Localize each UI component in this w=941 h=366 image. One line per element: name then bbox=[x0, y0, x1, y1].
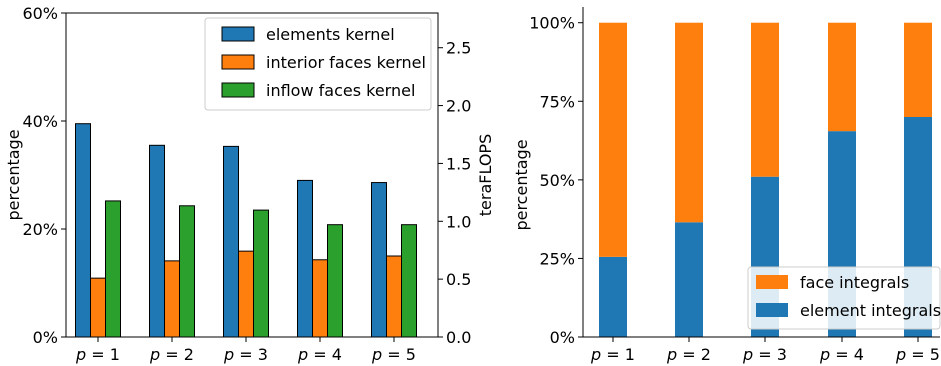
right-y-axis-label: percentage bbox=[512, 139, 531, 230]
bar-face-integrals-5 bbox=[904, 22, 932, 117]
left-legend: elements kernel interior faces kernel infl… bbox=[204, 17, 432, 111]
legend-swatch bbox=[221, 82, 255, 98]
bar-inflow-faces-kernel-5 bbox=[401, 224, 417, 338]
y2-tick-label: 2.0 bbox=[446, 97, 471, 116]
left-y-axis-label: percentage bbox=[4, 129, 23, 220]
right-plot-spines bbox=[582, 7, 940, 338]
legend-swatch bbox=[221, 26, 255, 42]
bar-elements-kernel-2 bbox=[149, 144, 165, 338]
y-tick-label: 0% bbox=[550, 328, 575, 347]
x-tick-label: p = 4 bbox=[819, 345, 864, 364]
x-tick-label: p = 5 bbox=[371, 345, 416, 364]
y2-tick-label: 0.5 bbox=[446, 270, 471, 289]
bar-interior-faces-kernel-1 bbox=[90, 277, 106, 338]
left-x-ticks: p = 1 p = 2 p = 3 p = 4 p = 5 bbox=[75, 337, 416, 364]
x-tick-label: p = 5 bbox=[895, 345, 940, 364]
bar-interior-faces-kernel-4 bbox=[312, 259, 328, 338]
right-legend: face integrals element integrals bbox=[747, 266, 941, 330]
left-y2-axis-label: teraFLOPS bbox=[476, 134, 495, 216]
bar-inflow-faces-kernel-1 bbox=[105, 200, 121, 338]
bar-inflow-faces-kernel-3 bbox=[253, 209, 269, 338]
bar-face-integrals-4 bbox=[828, 22, 856, 132]
x-tick-label: p = 4 bbox=[297, 345, 342, 364]
y-tick-label: 75% bbox=[539, 92, 575, 111]
bar-element-integrals-2 bbox=[675, 222, 703, 337]
right-y-ticks: 0% 25% 50% 75% 100% bbox=[529, 14, 583, 347]
y-tick-label: 40% bbox=[22, 112, 58, 131]
x-tick-label: p = 1 bbox=[590, 345, 635, 364]
y2-tick-label: 1.0 bbox=[446, 212, 471, 231]
legend-label: element integrals bbox=[800, 301, 941, 320]
legend-label: face integrals bbox=[800, 273, 909, 292]
y2-tick-label: 1.5 bbox=[446, 154, 471, 173]
bar-elements-kernel-3 bbox=[223, 145, 239, 338]
right-chart-bars bbox=[599, 22, 932, 337]
x-tick-label: p = 2 bbox=[149, 345, 194, 364]
legend-swatch bbox=[221, 54, 255, 70]
y-tick-label: 50% bbox=[539, 171, 575, 190]
legend-label: inflow faces kernel bbox=[266, 81, 415, 100]
left-y-ticks: 0% 20% 40% 60% bbox=[22, 4, 66, 347]
bar-element-integrals-1 bbox=[599, 256, 627, 337]
x-tick-label: p = 2 bbox=[666, 345, 711, 364]
legend-label: interior faces kernel bbox=[266, 53, 426, 72]
x-tick-label: p = 1 bbox=[75, 345, 120, 364]
right-legend-frame bbox=[747, 266, 941, 330]
y-tick-label: 100% bbox=[529, 14, 575, 33]
bar-elements-kernel-5 bbox=[371, 182, 387, 338]
right-x-ticks: p = 1 p = 2 p = 3 p = 4 p = 5 bbox=[590, 337, 940, 364]
bar-face-integrals-1 bbox=[599, 22, 627, 257]
legend-swatch bbox=[756, 303, 788, 317]
x-tick-label: p = 3 bbox=[742, 345, 787, 364]
bar-face-integrals-2 bbox=[675, 22, 703, 223]
y-tick-label: 0% bbox=[33, 328, 58, 347]
legend-label: elements kernel bbox=[266, 25, 395, 44]
bar-elements-kernel-4 bbox=[297, 179, 313, 338]
bar-elements-kernel-1 bbox=[75, 123, 91, 338]
x-tick-label: p = 3 bbox=[223, 345, 268, 364]
bar-inflow-faces-kernel-4 bbox=[327, 224, 343, 338]
y2-tick-label: 0.0 bbox=[446, 328, 471, 347]
y-tick-label: 25% bbox=[539, 249, 575, 268]
left-chart-bars bbox=[75, 123, 417, 338]
bar-inflow-faces-kernel-2 bbox=[179, 205, 195, 338]
left-y2-ticks: 0.0 0.5 1.0 1.5 2.0 2.5 bbox=[438, 39, 471, 347]
y-tick-label: 20% bbox=[22, 220, 58, 239]
y2-tick-label: 2.5 bbox=[446, 39, 471, 58]
y-tick-label: 60% bbox=[22, 4, 58, 23]
bar-interior-faces-kernel-2 bbox=[164, 260, 180, 338]
left-legend-frame bbox=[204, 17, 432, 111]
left-plot-frame bbox=[65, 12, 439, 338]
bar-interior-faces-kernel-3 bbox=[238, 250, 254, 338]
legend-swatch bbox=[756, 275, 788, 289]
bar-interior-faces-kernel-5 bbox=[386, 255, 402, 338]
bar-face-integrals-3 bbox=[751, 22, 779, 177]
